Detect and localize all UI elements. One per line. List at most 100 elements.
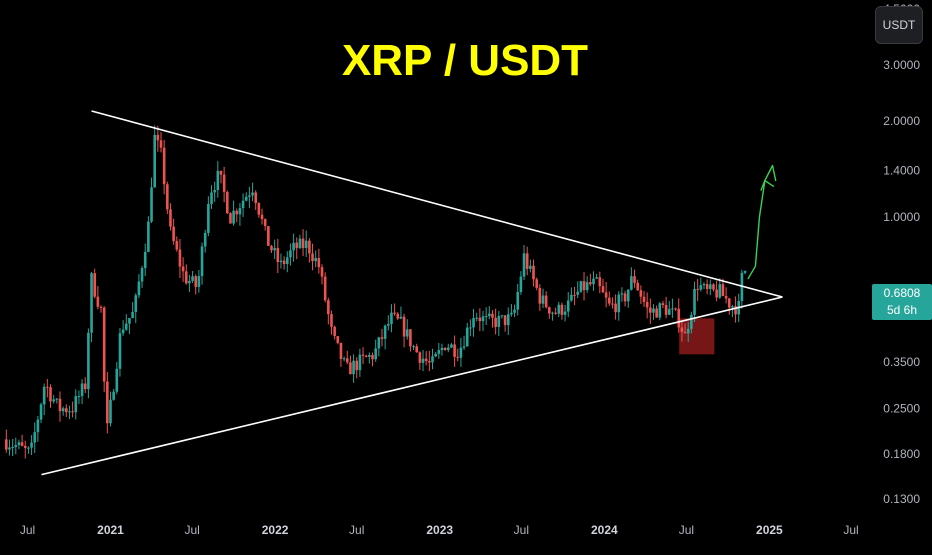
candle-body — [661, 303, 665, 306]
candle-body — [529, 265, 532, 269]
candle — [652, 304, 655, 320]
candle — [595, 273, 598, 279]
candle — [731, 304, 734, 318]
candle — [71, 401, 74, 418]
candle-body — [551, 312, 554, 314]
candle — [235, 208, 239, 223]
candle-body — [396, 313, 400, 319]
candle-body — [709, 284, 712, 289]
candle — [718, 278, 722, 299]
candle — [633, 269, 636, 288]
candle — [137, 274, 141, 299]
candle-body — [30, 442, 33, 448]
candle — [667, 301, 671, 315]
candle — [336, 336, 340, 345]
candle — [314, 250, 317, 268]
candle — [175, 236, 179, 252]
candle — [308, 238, 311, 263]
candle-body — [690, 314, 693, 329]
y-tick-label: 1.0000 — [883, 210, 920, 224]
candle — [462, 335, 466, 350]
candle — [636, 279, 640, 291]
candle-body — [282, 260, 286, 264]
candle — [140, 265, 144, 288]
candle — [156, 125, 160, 152]
candle — [428, 350, 431, 372]
candle-body — [437, 349, 441, 354]
candle — [11, 438, 14, 457]
candle-body — [446, 347, 450, 350]
candle — [484, 307, 488, 326]
currency-button[interactable]: USDT — [875, 6, 923, 44]
candle-body — [106, 381, 109, 424]
candle-body — [680, 327, 684, 332]
candle — [301, 229, 305, 257]
candle-body — [415, 346, 419, 353]
candle — [412, 344, 415, 350]
candle-body — [52, 399, 55, 402]
candle-body — [197, 276, 201, 287]
candle-body — [557, 304, 561, 314]
candle-body — [178, 249, 182, 267]
candle — [83, 377, 87, 394]
candle — [405, 319, 409, 340]
candle-body — [544, 295, 548, 308]
candle — [80, 379, 84, 405]
candle — [150, 177, 153, 224]
candle-body — [222, 174, 226, 192]
candle — [686, 322, 690, 342]
candle-body — [352, 360, 355, 375]
candle-body — [342, 358, 346, 360]
candle — [5, 429, 8, 453]
candle-body — [611, 303, 614, 305]
candle — [96, 286, 100, 310]
candle-body — [667, 309, 671, 315]
candle-body — [225, 191, 229, 214]
candle — [409, 328, 412, 352]
candle-body — [412, 346, 415, 348]
candle — [639, 285, 643, 304]
candle-body — [592, 278, 595, 285]
candle-body — [424, 358, 428, 362]
candle-body — [377, 337, 381, 349]
candle-body — [172, 226, 175, 242]
candle — [304, 230, 308, 258]
candle — [349, 355, 352, 375]
candle — [200, 242, 204, 285]
candle-body — [166, 184, 169, 210]
candle-body — [734, 306, 737, 315]
candle — [358, 348, 362, 377]
last-price-value: 0.6808 — [883, 286, 921, 300]
candle-body — [27, 447, 30, 449]
candle — [399, 306, 403, 320]
candle — [576, 281, 580, 299]
candle-body — [49, 387, 52, 402]
candle-body — [251, 192, 254, 196]
candle-body — [285, 257, 289, 264]
candle — [503, 315, 507, 332]
candle-body — [699, 285, 703, 290]
candle — [207, 196, 210, 237]
candle-body — [238, 208, 242, 215]
candle-body — [267, 226, 270, 246]
candle — [661, 300, 665, 309]
candle — [260, 208, 264, 225]
candle-body — [128, 318, 131, 324]
candle-body — [355, 360, 359, 371]
candle — [541, 288, 545, 309]
candle-body — [156, 134, 160, 141]
candle — [611, 297, 614, 309]
candle — [680, 321, 684, 342]
candle-body — [604, 292, 608, 298]
candle-body — [516, 291, 520, 310]
candle-body — [17, 442, 21, 446]
candle-body — [241, 200, 245, 209]
candle — [664, 296, 668, 319]
candle — [36, 415, 40, 442]
candle — [705, 279, 709, 295]
candle — [513, 304, 516, 318]
candle — [210, 185, 213, 209]
candle-body — [409, 329, 412, 347]
